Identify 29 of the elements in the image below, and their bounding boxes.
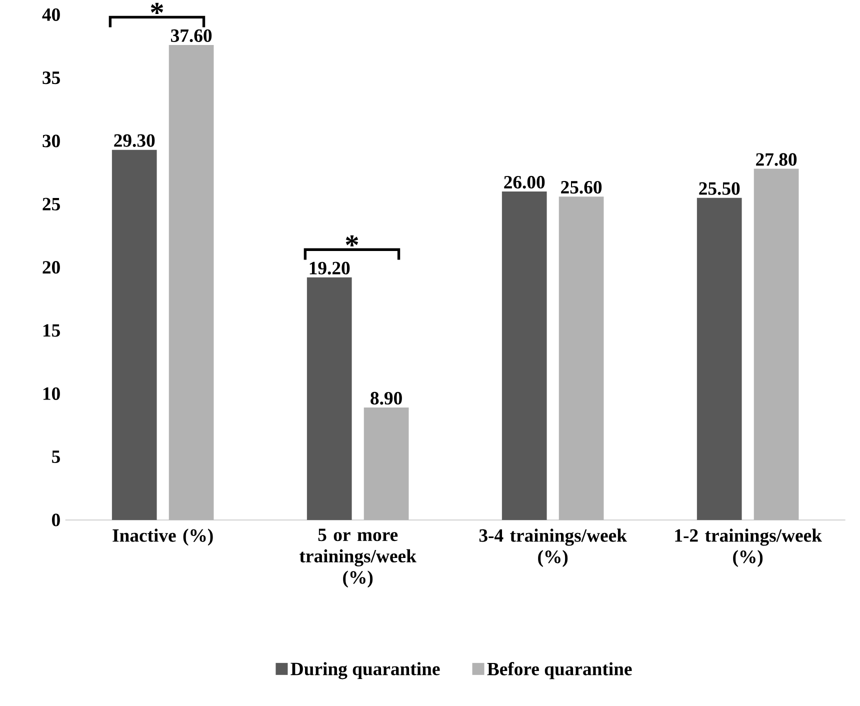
y-tick-label: 25 bbox=[42, 198, 60, 210]
x-tick-label: 1-2 trainings/week (%) bbox=[675, 528, 822, 567]
x-tick-label: 3-4 trainings/week (%) bbox=[479, 528, 627, 567]
y-tick-label: 20 bbox=[42, 261, 60, 274]
data-label: 19.20 bbox=[310, 262, 350, 275]
legend-label: During quarantine bbox=[290, 662, 440, 680]
data-label: 25.60 bbox=[561, 180, 602, 194]
bar bbox=[306, 277, 352, 520]
x-tick-label: 5 or more trainings/week (%) bbox=[300, 528, 416, 588]
y-tick-label: 30 bbox=[42, 134, 60, 148]
y-tick-label: 10 bbox=[43, 387, 60, 400]
y-tick-label: 35 bbox=[42, 72, 60, 84]
bar bbox=[696, 198, 742, 520]
y-tick-label: 5 bbox=[52, 450, 60, 464]
data-label: 8.90 bbox=[370, 392, 402, 405]
legend-label: Before quarantine bbox=[487, 662, 632, 680]
x-tick-label: Inactive (%) bbox=[112, 528, 213, 546]
data-label: 26.00 bbox=[504, 176, 545, 189]
text: * bbox=[150, 2, 164, 14]
y-tick-label: 15 bbox=[43, 324, 60, 337]
y-tick-label: 0 bbox=[52, 514, 60, 526]
data-label: 29.30 bbox=[114, 134, 155, 147]
bar bbox=[112, 150, 157, 520]
y-tick-label: 40 bbox=[42, 8, 60, 21]
data-label: 27.80 bbox=[756, 153, 797, 166]
data-label: 37.60 bbox=[171, 29, 212, 42]
data-label: 25.50 bbox=[699, 182, 740, 195]
annotation: * bbox=[346, 235, 358, 246]
bar bbox=[502, 192, 547, 520]
